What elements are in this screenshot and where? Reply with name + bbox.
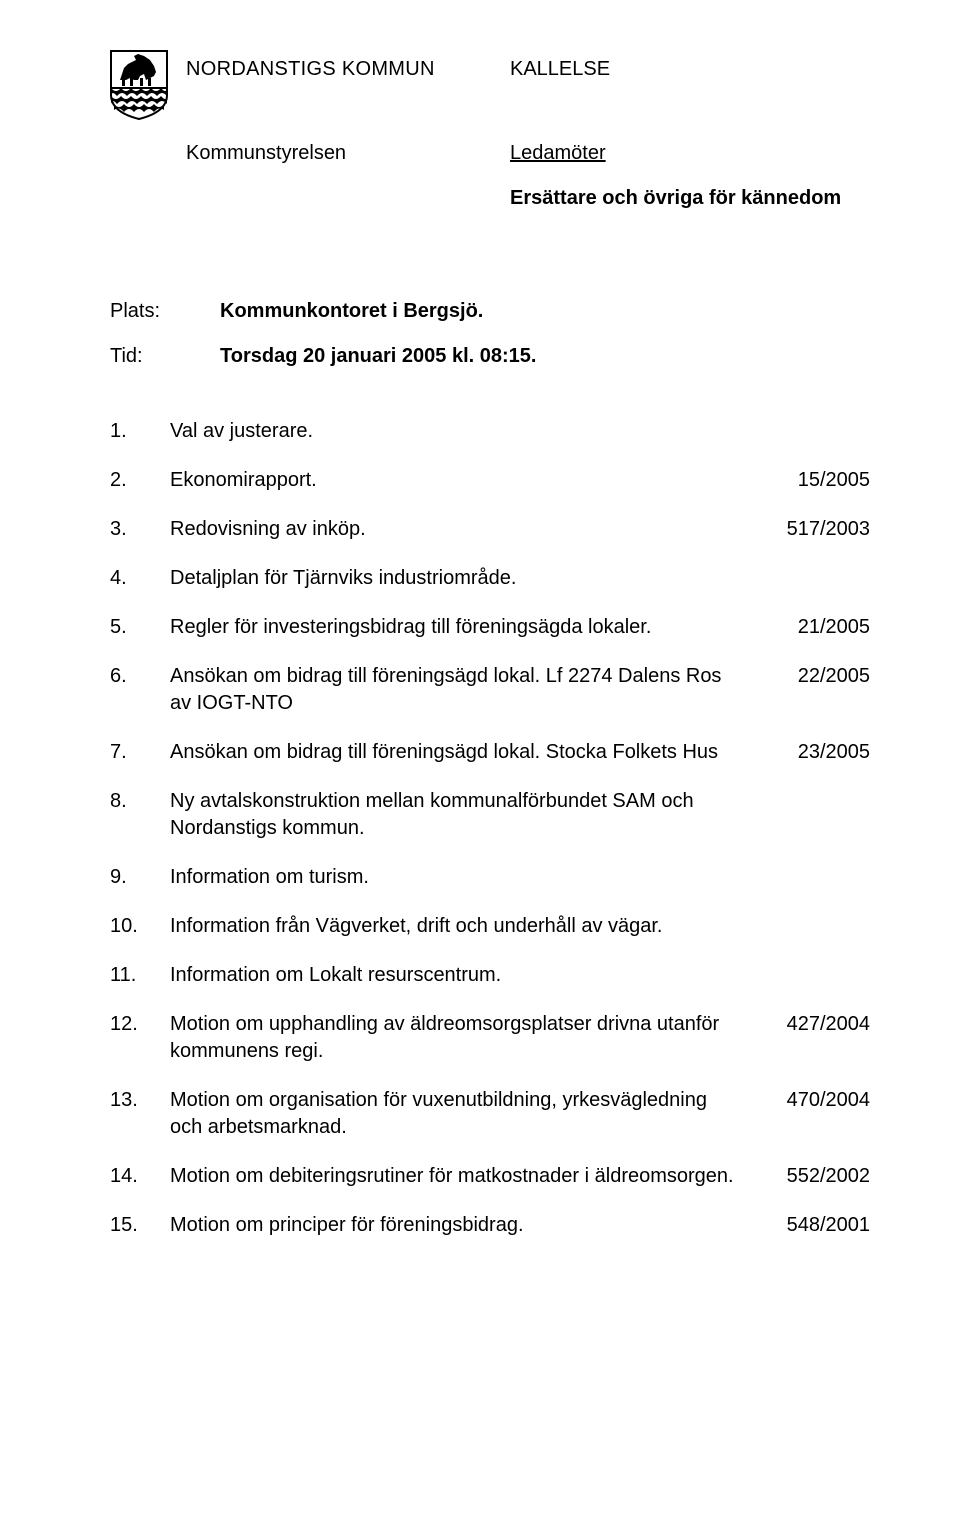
agenda-item-number: 9. <box>110 864 170 891</box>
agenda-item-number: 13. <box>110 1087 170 1141</box>
agenda-item: 9.Information om turism. <box>110 864 870 891</box>
agenda-item-reference: 470/2004 <box>760 1087 870 1141</box>
agenda-item-reference: 23/2005 <box>760 739 870 766</box>
agenda-item: 1.Val av justerare. <box>110 418 870 445</box>
agenda-item: 2.Ekonomirapport.15/2005 <box>110 467 870 494</box>
agenda-item-text: Information från Vägverket, drift och un… <box>170 913 760 940</box>
agenda-item-text: Val av justerare. <box>170 418 760 445</box>
agenda-item-reference <box>760 418 870 445</box>
agenda-item-reference: 548/2001 <box>760 1212 870 1239</box>
agenda-item: 14.Motion om debiteringsrutiner för matk… <box>110 1163 870 1190</box>
agenda-item-number: 11. <box>110 962 170 989</box>
agenda-item: 15.Motion om principer för föreningsbidr… <box>110 1212 870 1239</box>
time-label: Tid: <box>110 345 220 368</box>
agenda-item-number: 5. <box>110 614 170 641</box>
recipients-secondary: Ersättare och övriga för kännedom <box>510 187 870 210</box>
agenda-item-text: Redovisning av inköp. <box>170 516 760 543</box>
organization-name: NORDANSTIGS KOMMUN <box>186 58 510 81</box>
agenda-item-number: 2. <box>110 467 170 494</box>
agenda-item-reference <box>760 788 870 842</box>
document-type: KALLELSE <box>510 58 870 81</box>
agenda-item-text: Motion om debiteringsrutiner för matkost… <box>170 1163 760 1190</box>
agenda-item-text: Ansökan om bidrag till föreningsägd loka… <box>170 663 760 717</box>
place-label: Plats: <box>110 300 220 323</box>
recipients-primary: Ledamöter <box>510 142 870 165</box>
time-value: Torsdag 20 januari 2005 kl. 08:15. <box>220 345 536 368</box>
agenda-item-number: 4. <box>110 565 170 592</box>
agenda-item-number: 7. <box>110 739 170 766</box>
agenda-item-reference <box>760 565 870 592</box>
agenda-item-reference: 517/2003 <box>760 516 870 543</box>
agenda-item-text: Ny avtalskonstruktion mellan kommunalför… <box>170 788 760 842</box>
agenda-item-text: Ekonomirapport. <box>170 467 760 494</box>
agenda-item-reference: 552/2002 <box>760 1163 870 1190</box>
municipality-logo <box>110 50 168 120</box>
agenda-item-reference <box>760 913 870 940</box>
agenda-item-number: 12. <box>110 1011 170 1065</box>
agenda-item-number: 10. <box>110 913 170 940</box>
agenda-item: 5.Regler för investeringsbidrag till för… <box>110 614 870 641</box>
agenda-item-reference: 22/2005 <box>760 663 870 717</box>
agenda-item-reference: 21/2005 <box>760 614 870 641</box>
agenda-item-reference: 427/2004 <box>760 1011 870 1065</box>
agenda-item: 11.Information om Lokalt resurscentrum. <box>110 962 870 989</box>
agenda-item: 7.Ansökan om bidrag till föreningsägd lo… <box>110 739 870 766</box>
agenda-item-text: Regler för investeringsbidrag till fören… <box>170 614 760 641</box>
place-value: Kommunkontoret i Bergsjö. <box>220 300 483 323</box>
agenda-item-number: 3. <box>110 516 170 543</box>
agenda-list: 1.Val av justerare.2.Ekonomirapport.15/2… <box>110 418 870 1239</box>
agenda-item: 10.Information från Vägverket, drift och… <box>110 913 870 940</box>
agenda-item-text: Motion om organisation för vuxenutbildni… <box>170 1087 760 1141</box>
agenda-item-reference <box>760 864 870 891</box>
agenda-item: 13.Motion om organisation för vuxenutbil… <box>110 1087 870 1141</box>
agenda-item-text: Detaljplan för Tjärnviks industriområde. <box>170 565 760 592</box>
agenda-item: 12.Motion om upphandling av äldreomsorgs… <box>110 1011 870 1065</box>
agenda-item-number: 6. <box>110 663 170 717</box>
agenda-item: 3.Redovisning av inköp.517/2003 <box>110 516 870 543</box>
agenda-item: 8.Ny avtalskonstruktion mellan kommunalf… <box>110 788 870 842</box>
agenda-item-text: Information om turism. <box>170 864 760 891</box>
agenda-item-text: Motion om upphandling av äldreomsorgspla… <box>170 1011 760 1065</box>
agenda-item-reference <box>760 962 870 989</box>
agenda-item-number: 8. <box>110 788 170 842</box>
agenda-item: 4.Detaljplan för Tjärnviks industriområd… <box>110 565 870 592</box>
agenda-item-number: 14. <box>110 1163 170 1190</box>
agenda-item-number: 15. <box>110 1212 170 1239</box>
agenda-item: 6.Ansökan om bidrag till föreningsägd lo… <box>110 663 870 717</box>
agenda-item-text: Motion om principer för föreningsbidrag. <box>170 1212 760 1239</box>
agenda-item-text: Information om Lokalt resurscentrum. <box>170 962 760 989</box>
agenda-item-reference: 15/2005 <box>760 467 870 494</box>
agenda-item-text: Ansökan om bidrag till föreningsägd loka… <box>170 739 760 766</box>
committee-name: Kommunstyrelsen <box>186 142 510 210</box>
agenda-item-number: 1. <box>110 418 170 445</box>
